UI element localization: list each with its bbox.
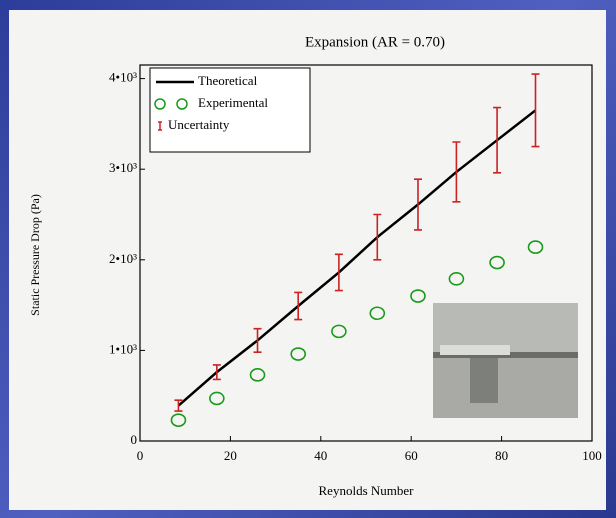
y-tick-label: 3•10³ <box>109 160 137 175</box>
data-point <box>527 240 544 254</box>
data-point <box>170 413 187 427</box>
error-bar <box>212 364 221 381</box>
x-tick-label: 40 <box>314 448 327 463</box>
x-axis-label: Reynolds Number <box>319 483 415 498</box>
legend-label: Theoretical <box>198 73 258 88</box>
x-tick-label: 60 <box>405 448 418 463</box>
data-point <box>448 272 465 286</box>
y-tick-label: 4•10³ <box>109 70 137 85</box>
error-bar <box>373 213 382 261</box>
error-bar <box>334 253 343 292</box>
photo-block <box>470 358 498 403</box>
error-bar <box>294 291 303 321</box>
plot-frame <box>139 64 593 442</box>
theory-line <box>177 109 537 407</box>
error-bar <box>413 178 422 231</box>
data-point <box>209 391 225 406</box>
data-point <box>290 347 307 361</box>
legend-label: Uncertainty <box>168 117 230 132</box>
error-bar <box>452 141 461 203</box>
chart-title: Expansion (AR = 0.70) <box>305 34 445 50</box>
legend-label: Experimental <box>198 95 268 110</box>
data-point <box>249 368 266 382</box>
y-tick-label: 2•10³ <box>109 251 137 266</box>
x-tick-label: 20 <box>224 448 237 463</box>
inset-photo <box>433 303 578 418</box>
x-tick-label: 80 <box>495 448 508 463</box>
data-point <box>369 306 386 321</box>
error-bar <box>174 399 183 412</box>
error-bar <box>531 73 540 148</box>
y-tick-label: 1•10³ <box>109 341 137 356</box>
data-point <box>489 255 505 270</box>
data-point <box>410 289 426 303</box>
data-point <box>331 324 347 339</box>
y-axis-label: Static Pressure Drop (Pa) <box>28 194 42 316</box>
legend-swatch <box>158 121 162 131</box>
error-bar <box>253 327 262 354</box>
legend-swatch <box>154 98 166 110</box>
legend-swatch <box>176 98 188 110</box>
error-bar <box>493 106 502 174</box>
photo-wall <box>433 303 578 353</box>
x-tick-label: 0 <box>137 448 144 463</box>
photo-light <box>440 345 510 355</box>
x-tick-label: 100 <box>582 448 602 463</box>
y-tick-label: 0 <box>131 432 138 447</box>
